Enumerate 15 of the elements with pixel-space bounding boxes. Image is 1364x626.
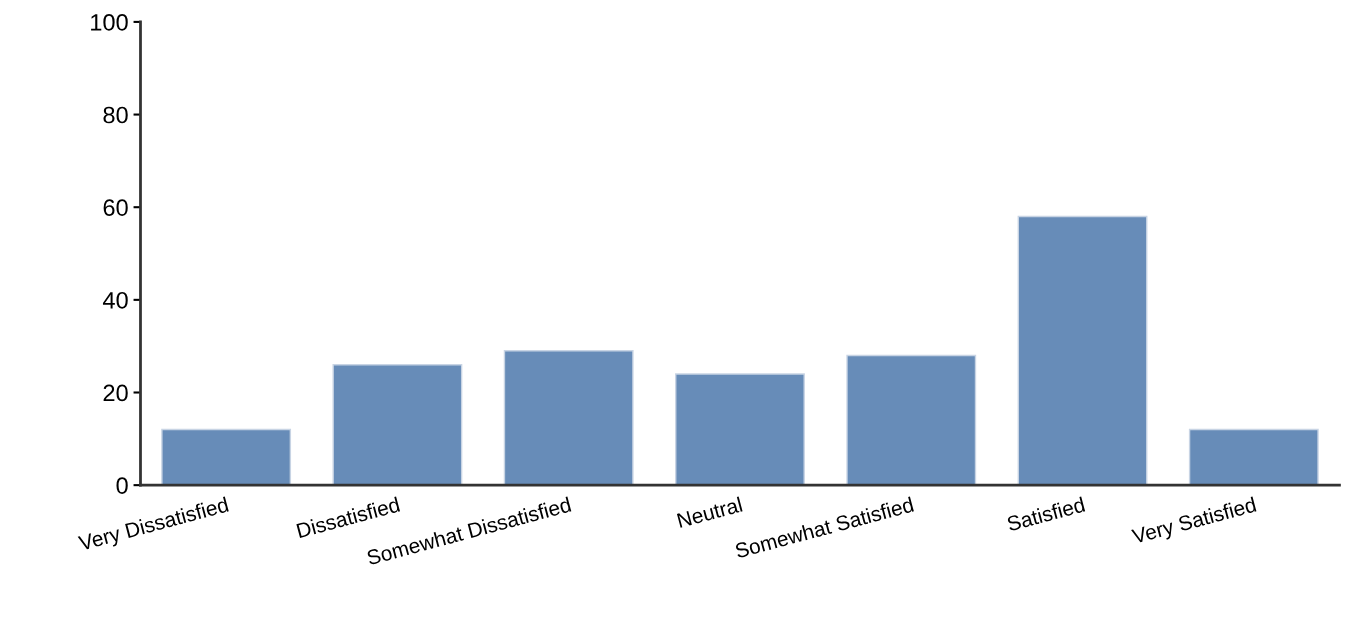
y-tick-label: 20 (103, 384, 128, 402)
y-tick-label: 40 (102, 291, 128, 309)
bar (1188, 428, 1319, 486)
bar (846, 354, 977, 486)
bar (503, 350, 634, 486)
bar (1017, 215, 1148, 486)
bar (675, 373, 805, 486)
y-tick-label: 60 (103, 199, 128, 216)
bar (332, 364, 463, 486)
y-tick-label: 80 (103, 106, 128, 124)
x-tick-label: Satisfied (1006, 496, 1086, 532)
x-tick-label: Very Satisfied (1130, 496, 1258, 548)
y-tick-label: 0 (116, 477, 128, 494)
bar (161, 428, 292, 486)
y-tick-label: 100 (91, 13, 128, 31)
